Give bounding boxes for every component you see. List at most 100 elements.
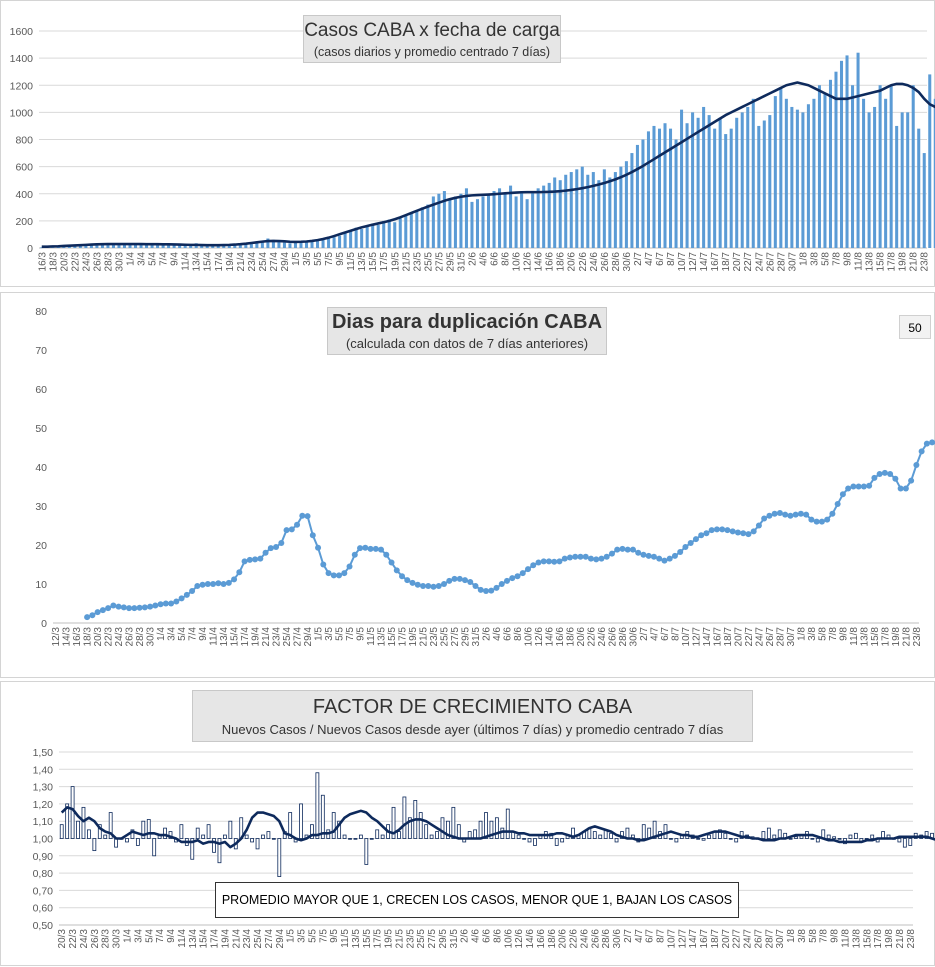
data-point — [383, 551, 390, 558]
bar — [212, 838, 216, 853]
x-tick-label: 9/5 — [335, 252, 346, 266]
bar — [134, 244, 138, 248]
bar — [707, 115, 711, 249]
data-point — [351, 551, 358, 558]
x-tick-label: 16/3 — [37, 252, 48, 272]
data-point — [556, 558, 563, 565]
bar — [592, 831, 597, 839]
y-tick-label: 0,50 — [33, 920, 54, 932]
x-tick-label: 17/5 — [398, 627, 409, 647]
x-tick-label: 20/6 — [576, 627, 587, 647]
x-tick-label: 10/6 — [523, 627, 534, 647]
bar — [598, 834, 603, 839]
bar — [244, 834, 249, 839]
bar — [200, 245, 204, 248]
bar — [713, 128, 717, 248]
x-tick-label: 21/4 — [231, 929, 242, 949]
bar — [299, 241, 303, 248]
x-tick-label: 29/4 — [275, 929, 286, 949]
data-point — [734, 529, 741, 536]
data-point — [514, 573, 521, 580]
data-point — [425, 582, 432, 589]
bar — [271, 239, 275, 248]
data-point — [519, 570, 526, 577]
bar — [409, 212, 413, 248]
bar — [911, 85, 915, 248]
data-point — [267, 545, 274, 552]
x-tick-label: 4/7 — [649, 627, 660, 641]
series-line — [60, 806, 935, 849]
data-point — [703, 530, 710, 537]
x-tick-label: 19/5 — [384, 929, 395, 949]
bar — [277, 838, 282, 877]
data-point — [845, 485, 852, 492]
x-tick-label: 30/3 — [114, 252, 125, 272]
x-tick-label: 18/3 — [48, 252, 59, 272]
x-tick-label: 7/8 — [828, 627, 839, 641]
data-point — [189, 588, 196, 595]
bar — [806, 104, 810, 248]
bar — [492, 191, 496, 248]
x-tick-label: 23/5 — [429, 627, 440, 647]
x-tick-label: 5/4 — [144, 929, 155, 943]
data-point — [141, 604, 148, 611]
data-point — [908, 477, 915, 484]
bar — [349, 230, 353, 248]
bar — [337, 820, 342, 839]
data-point — [866, 482, 873, 489]
x-tick-label: 4/7 — [644, 252, 655, 266]
data-point — [582, 553, 589, 560]
y-tick-label: 0,60 — [33, 903, 54, 915]
x-tick-label: 23/8 — [912, 627, 923, 647]
bar — [456, 824, 461, 839]
bar — [674, 139, 678, 248]
chart-factor-svg: 0,50 0,60 0,70 0,80 0,90 1,00 1,10 1,20 1,30 1,40… — [33, 747, 935, 949]
data-point — [420, 582, 427, 589]
bar — [486, 193, 491, 248]
data-point — [729, 528, 736, 535]
bar — [343, 233, 347, 248]
bar — [641, 139, 645, 248]
bar — [746, 106, 750, 248]
x-tick-label: 14/7 — [699, 252, 710, 272]
bar — [870, 834, 875, 839]
bar — [365, 226, 369, 248]
x-tick-label: 30/7 — [787, 252, 798, 272]
x-tick-label: 16/3 — [72, 627, 83, 647]
x-tick-label: 18/3 — [83, 627, 94, 647]
data-point — [755, 522, 762, 529]
x-tick-label: 19/8 — [891, 627, 902, 647]
bar — [481, 196, 485, 248]
bar — [97, 824, 102, 839]
data-point — [524, 566, 531, 573]
bar — [426, 204, 430, 248]
data-point — [194, 582, 201, 589]
bar — [163, 827, 167, 839]
x-tick-label: 12/3 — [51, 627, 62, 647]
bar — [773, 96, 777, 248]
data-point — [587, 555, 594, 562]
data-point — [493, 584, 500, 591]
bar — [87, 829, 91, 839]
x-tick-label: 30/6 — [612, 929, 623, 949]
x-tick-label: 1/4 — [156, 627, 167, 641]
bar — [271, 838, 276, 840]
bar — [784, 98, 788, 248]
bar — [206, 824, 211, 839]
data-point — [162, 600, 169, 607]
bar — [553, 177, 557, 248]
x-tick-label: 10/7 — [681, 627, 692, 647]
data-point — [252, 556, 259, 563]
x-tick-label: 13/5 — [351, 929, 362, 949]
x-tick-label: 26/6 — [607, 627, 618, 647]
bar — [59, 824, 64, 839]
bar — [815, 838, 820, 843]
data-point — [325, 570, 332, 577]
x-tick-label: 24/7 — [754, 627, 765, 647]
data-point — [535, 559, 542, 566]
x-tick-label: 9/4 — [170, 252, 181, 266]
bar — [895, 125, 899, 248]
data-point — [278, 540, 285, 547]
x-tick-label: 9/8 — [843, 252, 854, 266]
bar — [772, 834, 777, 839]
